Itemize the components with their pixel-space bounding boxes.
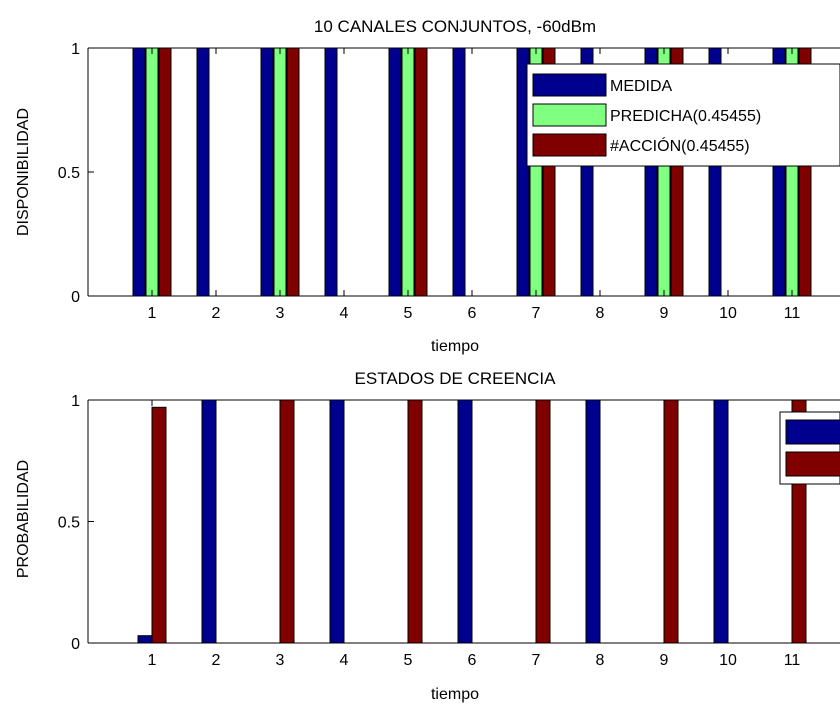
- bar-predicha-0-45455--5: [401, 47, 415, 297]
- x-tick-label: 4: [340, 305, 349, 322]
- x-tick-label: 2: [212, 652, 221, 669]
- x-tick-label: 10: [719, 305, 737, 322]
- x-tick-label: 11: [784, 305, 801, 322]
- legend-swatch: [532, 133, 607, 157]
- y-tick-label: 0.5: [58, 515, 80, 532]
- x-tick-label: 4: [340, 652, 349, 669]
- y-tick-label: 0.5: [58, 165, 80, 182]
- bar--acci-n-0-45455--1: [158, 47, 172, 297]
- axes-frame: [87, 399, 840, 644]
- x-tick-label: 1: [148, 652, 157, 669]
- legend-label: #ACCIÓN(0.45455): [610, 136, 750, 155]
- chart-disponibilidad: 10 CANALES CONJUNTOS, -60dBm DISPONIBILI…: [15, 17, 840, 355]
- bar-medida-5: [388, 47, 402, 297]
- x-tick-label: 9: [660, 652, 669, 669]
- x-tick-label: 7: [532, 305, 541, 322]
- legend-swatch: [785, 451, 840, 477]
- bar-s1-9: [663, 399, 679, 644]
- x-tick-label: 10: [719, 652, 737, 669]
- bar--acci-n-0-45455--5: [414, 47, 428, 297]
- x-axis-label: tiempo: [431, 338, 479, 355]
- x-tick-label: 2: [212, 305, 221, 322]
- y-tick-label: 0: [71, 289, 80, 306]
- x-tick-label: 7: [532, 652, 541, 669]
- bar-s1-7: [535, 399, 551, 644]
- bar-medida-2: [196, 47, 210, 297]
- legend: s0s1: [779, 411, 840, 485]
- x-tick-label: 9: [660, 305, 669, 322]
- x-tick-label: 3: [276, 652, 285, 669]
- bar-medida-3: [260, 47, 274, 297]
- legend-swatch: [785, 419, 840, 445]
- y-axis-label: DISPONIBILIDAD: [15, 108, 32, 236]
- bar-s0-2: [201, 399, 217, 644]
- bar-s1-3: [279, 399, 295, 644]
- y-tick-label: 1: [71, 393, 80, 410]
- x-tick-label: 8: [596, 305, 605, 322]
- y-axis-label: PROBABILIDAD: [15, 460, 32, 578]
- bar-s0-10: [713, 399, 729, 644]
- bar-s1-5: [407, 399, 423, 644]
- bar--acci-n-0-45455--3: [286, 47, 300, 297]
- bar-s1-1: [151, 406, 167, 644]
- ticks-group: 1 2 3 4 5 6 7 8 9 10 11 0 0.5 1: [58, 393, 801, 669]
- bar-medida-1: [132, 47, 146, 297]
- x-tick-label: 1: [148, 305, 157, 322]
- bar-predicha-0-45455--3: [273, 47, 287, 297]
- axes-frame: [87, 47, 840, 297]
- y-tick-label: 0: [71, 636, 80, 653]
- bar-predicha-0-45455--1: [145, 47, 159, 297]
- legend-label: PREDICHA(0.45455): [610, 108, 761, 125]
- legend: MEDIDA PREDICHA(0.45455) #ACCIÓN(0.45455): [526, 63, 840, 167]
- legend-swatch: [532, 73, 607, 97]
- x-tick-label: 5: [404, 652, 413, 669]
- chart-probabilidad: ESTADOS DE CREENCIA PROBABILIDAD tiempo …: [15, 369, 840, 703]
- legend-swatch: [532, 103, 607, 127]
- x-tick-label: 11: [784, 652, 801, 669]
- x-tick-label: 6: [468, 652, 477, 669]
- ticks-group: 1 2 3 4 5 6 7 8 9 10 11 0 0.5 1: [58, 41, 801, 322]
- bar-s0-4: [329, 399, 345, 644]
- x-tick-label: 5: [404, 305, 413, 322]
- x-tick-label: 3: [276, 305, 285, 322]
- x-tick-label: 6: [468, 305, 477, 322]
- bar-s0-8: [585, 399, 601, 644]
- x-axis-label: tiempo: [431, 686, 479, 703]
- y-tick-label: 1: [71, 41, 80, 58]
- legend-label: MEDIDA: [610, 78, 673, 95]
- x-tick-label: 8: [596, 652, 605, 669]
- bar-medida-4: [324, 47, 338, 297]
- bar-medida-6: [452, 47, 466, 297]
- bar-s0-1: [137, 635, 153, 644]
- chart-title: 10 CANALES CONJUNTOS, -60dBm: [314, 17, 596, 36]
- bar-s0-6: [457, 399, 473, 644]
- chart-title: ESTADOS DE CREENCIA: [355, 369, 557, 388]
